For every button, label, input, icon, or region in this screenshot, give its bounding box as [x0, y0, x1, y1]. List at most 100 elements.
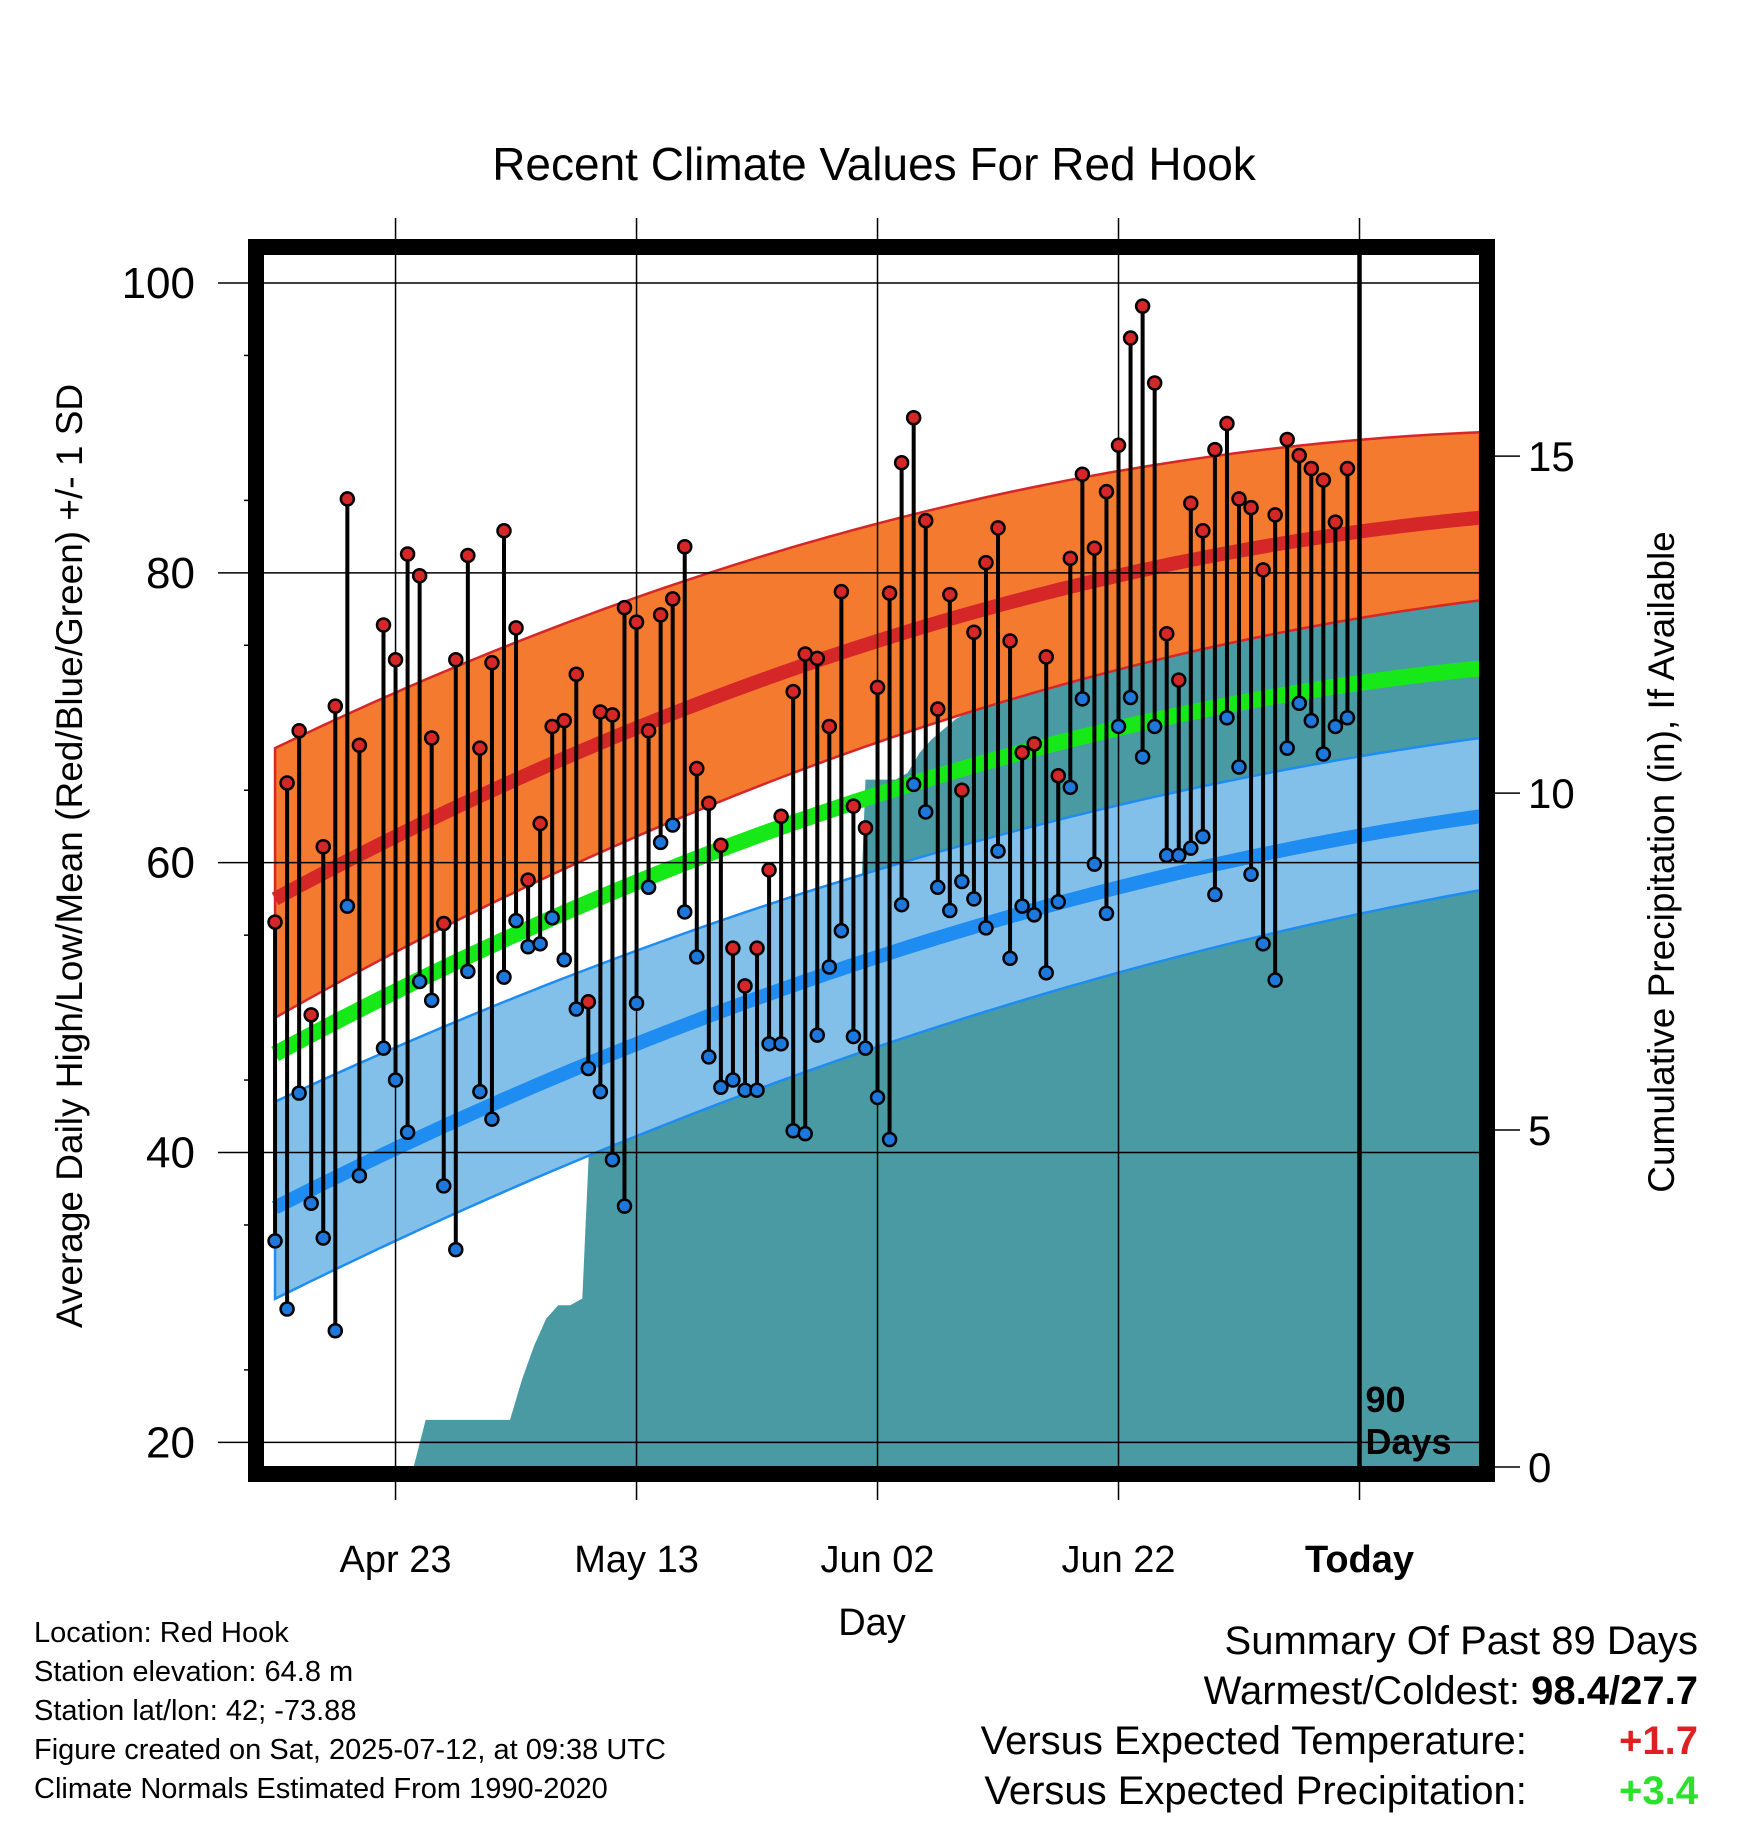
- daily-low-point: [725, 1072, 741, 1088]
- daily-high-point: [761, 862, 777, 878]
- daily-high-point: [532, 815, 548, 832]
- daily-high-point: [520, 872, 536, 888]
- daily-high-point: [1291, 447, 1308, 464]
- daily-high-point: [1171, 672, 1187, 688]
- daily-high-point: [472, 740, 488, 756]
- location-text: Location: Red Hook: [34, 1617, 289, 1649]
- y-tick-label: 100: [122, 259, 195, 308]
- daily-low-point: [954, 873, 970, 890]
- daily-high-point: [1014, 744, 1030, 761]
- daily-high-point: [279, 775, 295, 791]
- daily-high-point: [604, 707, 621, 723]
- daily-low-point: [484, 1111, 500, 1127]
- daily-low-point: [713, 1079, 729, 1096]
- y-tick-label: 40: [146, 1129, 195, 1178]
- summary-title: Summary Of Past 89 Days: [1224, 1619, 1698, 1663]
- daily-high-point: [484, 654, 500, 671]
- daily-low-point: [1086, 856, 1103, 872]
- daily-low-point: [1183, 840, 1199, 856]
- daily-low-point: [387, 1072, 404, 1088]
- daily-high-point: [1038, 649, 1054, 665]
- daily-low-point: [1026, 907, 1042, 923]
- latlon-text: Station lat/lon: 42; -73.88: [34, 1695, 357, 1727]
- daily-high-point: [990, 520, 1006, 536]
- daily-high-point: [1002, 633, 1018, 649]
- daily-low-point: [1327, 718, 1344, 735]
- daily-high-point: [785, 683, 801, 700]
- daily-high-point: [267, 914, 283, 930]
- daily-low-point: [1315, 746, 1332, 762]
- daily-low-point: [556, 952, 572, 968]
- daily-low-point: [1219, 710, 1235, 726]
- daily-high-point: [1183, 495, 1199, 512]
- daily-high-point: [954, 782, 970, 798]
- daily-high-point: [1110, 437, 1127, 454]
- daily-low-point: [869, 1089, 886, 1106]
- daily-high-point: [1327, 514, 1344, 530]
- daily-low-point: [930, 879, 946, 896]
- daily-high-point: [1315, 472, 1332, 488]
- daily-low-point: [315, 1230, 331, 1246]
- temp-departure-row: Versus Expected Temperature: +1.7: [981, 1716, 1698, 1766]
- daily-low-point: [833, 923, 850, 939]
- daily-low-point: [640, 879, 657, 896]
- y-tick-label: 60: [146, 839, 195, 888]
- daily-high-point: [1062, 550, 1079, 567]
- daily-low-point: [1050, 894, 1067, 910]
- precip-departure-label: Versus Expected Precipitation:: [984, 1769, 1527, 1813]
- daily-low-point: [351, 1167, 368, 1184]
- station-info: Location: Red Hook Station elevation: 64…: [34, 1614, 666, 1809]
- daily-low-point: [652, 834, 669, 851]
- daily-low-point: [809, 1027, 826, 1043]
- daily-low-point: [676, 904, 693, 920]
- daily-high-point: [1050, 767, 1067, 784]
- daily-low-point: [544, 909, 560, 926]
- daily-low-point: [448, 1241, 464, 1258]
- daily-high-point: [809, 650, 826, 667]
- daily-low-point: [857, 1040, 874, 1056]
- daily-low-point: [460, 963, 476, 980]
- daily-low-point: [689, 949, 705, 965]
- daily-high-point: [616, 599, 633, 616]
- y2-tick-label: 0: [1528, 1444, 1551, 1491]
- daily-high-point: [339, 491, 356, 507]
- daily-low-point: [1122, 689, 1139, 706]
- daily-high-point: [423, 730, 440, 746]
- daily-high-point: [327, 698, 344, 714]
- daily-low-point: [797, 1125, 813, 1142]
- daily-high-point: [1134, 298, 1151, 314]
- daily-low-point: [701, 1049, 717, 1065]
- daily-low-point: [664, 817, 681, 833]
- x-axis-label: Day: [838, 1602, 906, 1644]
- daily-high-point: [1098, 483, 1115, 500]
- daily-low-point: [508, 912, 524, 929]
- daily-high-point: [725, 940, 741, 956]
- daily-high-point: [893, 454, 910, 471]
- daily-high-point: [1122, 330, 1139, 346]
- x-tick-label: Jun 02: [820, 1539, 934, 1581]
- x-tick-label: Today: [1305, 1539, 1414, 1581]
- daily-low-point: [1098, 905, 1115, 922]
- x-tick-label: May 13: [574, 1539, 699, 1581]
- daily-high-point: [917, 512, 934, 529]
- daily-low-point: [496, 969, 512, 985]
- daily-low-point: [1134, 749, 1151, 765]
- daily-high-point: [833, 583, 850, 600]
- warmest-coldest-row: Warmest/Coldest: 98.4/27.7: [981, 1666, 1698, 1716]
- daily-high-point: [869, 679, 886, 696]
- daily-low-point: [845, 1028, 862, 1045]
- daily-high-point: [713, 837, 729, 854]
- daily-high-point: [857, 820, 874, 836]
- daily-high-point: [942, 586, 958, 603]
- daily-high-point: [315, 838, 331, 855]
- daily-low-point: [1014, 898, 1030, 914]
- daily-high-point: [689, 760, 705, 777]
- daily-low-point: [1291, 695, 1308, 712]
- daily-low-point: [978, 920, 994, 936]
- daily-high-point: [1158, 625, 1175, 642]
- daily-low-point: [773, 1036, 789, 1052]
- daily-low-point: [604, 1152, 621, 1168]
- normals-text: Climate Normals Estimated From 1990-2020: [34, 1773, 608, 1805]
- daily-high-point: [1303, 460, 1320, 477]
- temp-departure-label: Versus Expected Temperature:: [980, 1719, 1527, 1763]
